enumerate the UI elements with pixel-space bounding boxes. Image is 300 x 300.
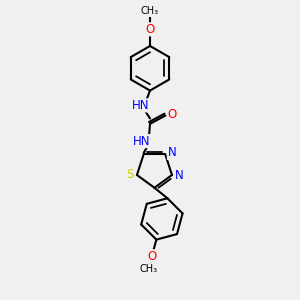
Text: N: N bbox=[175, 169, 184, 182]
Text: CH₃: CH₃ bbox=[140, 264, 158, 274]
Text: O: O bbox=[147, 250, 157, 263]
Text: S: S bbox=[127, 168, 134, 181]
Text: HN: HN bbox=[132, 99, 149, 112]
Text: CH₃: CH₃ bbox=[141, 7, 159, 16]
Text: N: N bbox=[167, 146, 176, 159]
Text: O: O bbox=[167, 107, 177, 121]
Text: O: O bbox=[146, 23, 154, 36]
Text: HN: HN bbox=[133, 135, 151, 148]
